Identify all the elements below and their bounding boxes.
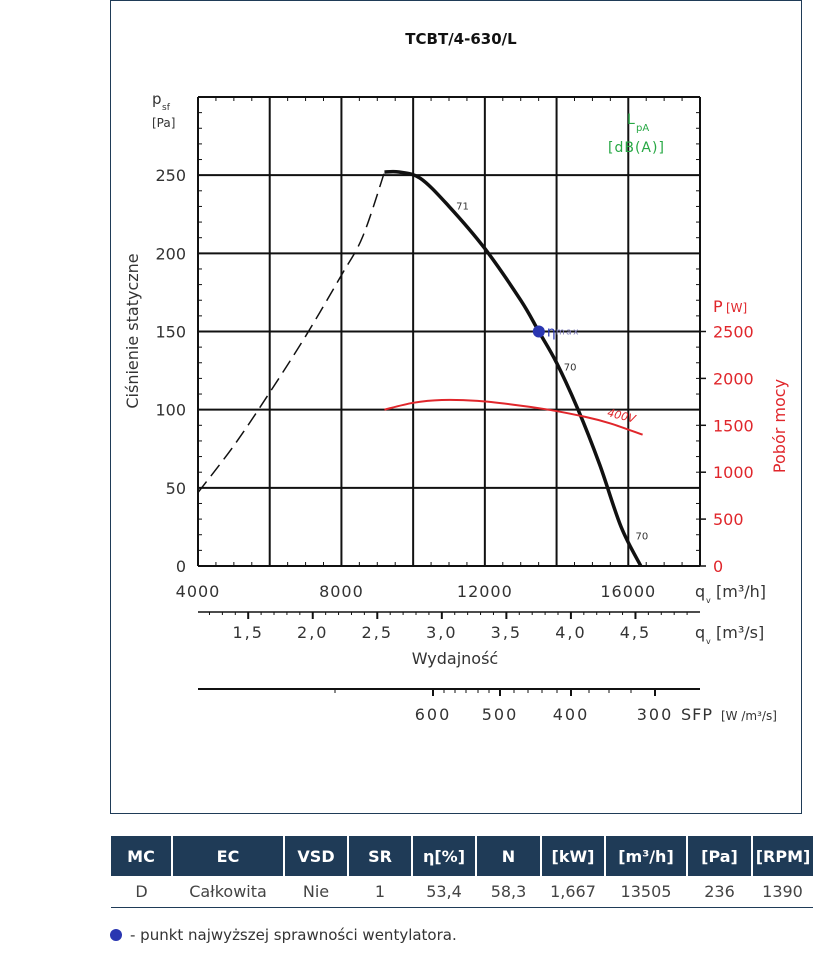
power-curve-series [384,398,643,436]
y-right-label: Pobór mocy [770,379,789,473]
x2-tick-label: 2,5 [362,623,393,642]
header-pa: [Pa] [687,836,753,876]
sfp-label: SFP [681,705,713,724]
cell-mc: D [111,876,172,908]
y-right-tick-label: 500 [713,510,744,529]
x-axis-symbol: q [695,582,705,601]
header-mc: MC [111,836,173,876]
y-axis-unit: [Pa] [152,116,175,130]
x2-tick-label: 4,5 [620,623,651,642]
y-axis-symbol-sub: sf [162,103,171,113]
chart-title: TCBT/4-630/L [405,30,517,48]
y-right-tick-label: 2000 [713,369,754,388]
sfp-tick-label: 500 [482,705,519,724]
sound-level-label: 70 [635,531,648,542]
cell-efficiency: 53,4 [412,876,476,908]
x-tick-label: 16000 [600,582,656,601]
x2-tick-label: 3,0 [426,623,457,642]
x2-tick-label: 1,5 [232,623,263,642]
y-axis-label: Ciśnienie statyczne [123,253,142,408]
cell-kw: 1,667 [541,876,605,908]
y-tick-label: 50 [166,479,186,498]
x2-axis-unit: [m³/s] [716,623,764,642]
cell-flow: 13505 [605,876,687,908]
x-tick-label: 12000 [457,582,513,601]
sfp-tick-label: 600 [415,705,452,724]
header-sr: SR [348,836,413,876]
y-tick-label: 200 [155,244,186,263]
y-axis-symbol: p [152,90,162,108]
x2-tick-label: 2,0 [297,623,328,642]
pressure-curve-series [384,169,643,567]
spec-table-row: D Całkowita Nie 1 53,4 58,3 1,667 13505 … [111,876,813,908]
cell-vsd: Nie [284,876,348,908]
eta-max-label: η [547,325,556,341]
eta-max-point [532,325,545,338]
cell-pa: 236 [687,876,752,908]
sound-level-label: 71 [456,202,469,213]
footnote-text: - punkt najwyższej sprawności wentylator… [130,926,457,944]
y-right-tick-label: 1000 [713,463,754,482]
sound-symbol: L [627,112,635,128]
y-right-tick-label: 1500 [713,416,754,435]
eta-max-label-sub: max [556,328,580,338]
y-tick-label: 150 [155,323,186,342]
sound-symbol-sub: pA [636,123,649,134]
x2-axis-symbol: q [695,623,705,642]
cell-ec: Całkowita [172,876,284,908]
cell-n: 58,3 [476,876,541,908]
y-right-tick-label: 0 [713,557,723,576]
sfp-unit: [W /m³/s] [721,709,777,723]
header-vsd: VSD [284,836,349,876]
sfp-tick-label: 400 [553,705,590,724]
x-axis-symbol-sub: v [706,596,711,605]
y-right-tick-label: 2500 [713,323,754,342]
spec-table-header-row: MC EC VSD SR η[%] N [kW] [m³/h] [Pa] [RP… [111,836,813,876]
cell-sr: 1 [348,876,412,908]
x-axis-unit: [m³/h] [716,582,766,601]
y-tick-label: 250 [155,166,186,185]
x2-axis-symbol-sub: v [706,637,711,646]
y-tick-label: 100 [155,401,186,420]
spec-table: MC EC VSD SR η[%] N [kW] [m³/h] [Pa] [RP… [111,836,813,908]
chart-frame [110,0,802,814]
header-ec: EC [172,836,285,876]
x2-tick-label: 4,0 [555,623,586,642]
y-tick-label: 0 [176,557,186,576]
fan-performance-chart: TCBT/4-630/L 0 50 100 150 200 250 p sf [Pa] Ciśnie… [123,30,789,724]
header-kw: [kW] [541,836,606,876]
pressure-curve-unstable-series [197,171,386,493]
sound-level-label: 70 [564,363,577,374]
x-axis-label: Wydajność [412,649,498,668]
header-rpm: [RPM] [752,836,813,876]
x-tick-label: 8000 [319,582,364,601]
sfp-tick-label: 300 [637,705,674,724]
y-right-unit: [W] [726,301,747,315]
sound-unit: [dB(A)] [608,140,665,156]
header-flow: [m³/h] [605,836,688,876]
header-efficiency: η[%] [412,836,477,876]
x-tick-label: 4000 [176,582,221,601]
footnote: - punkt najwyższej sprawności wentylator… [110,926,457,944]
y-right-symbol: P [713,297,723,316]
header-n: N [476,836,542,876]
cell-rpm: 1390 [752,876,813,908]
x2-tick-label: 3,5 [491,623,522,642]
eta-max-dot-icon [110,929,122,941]
